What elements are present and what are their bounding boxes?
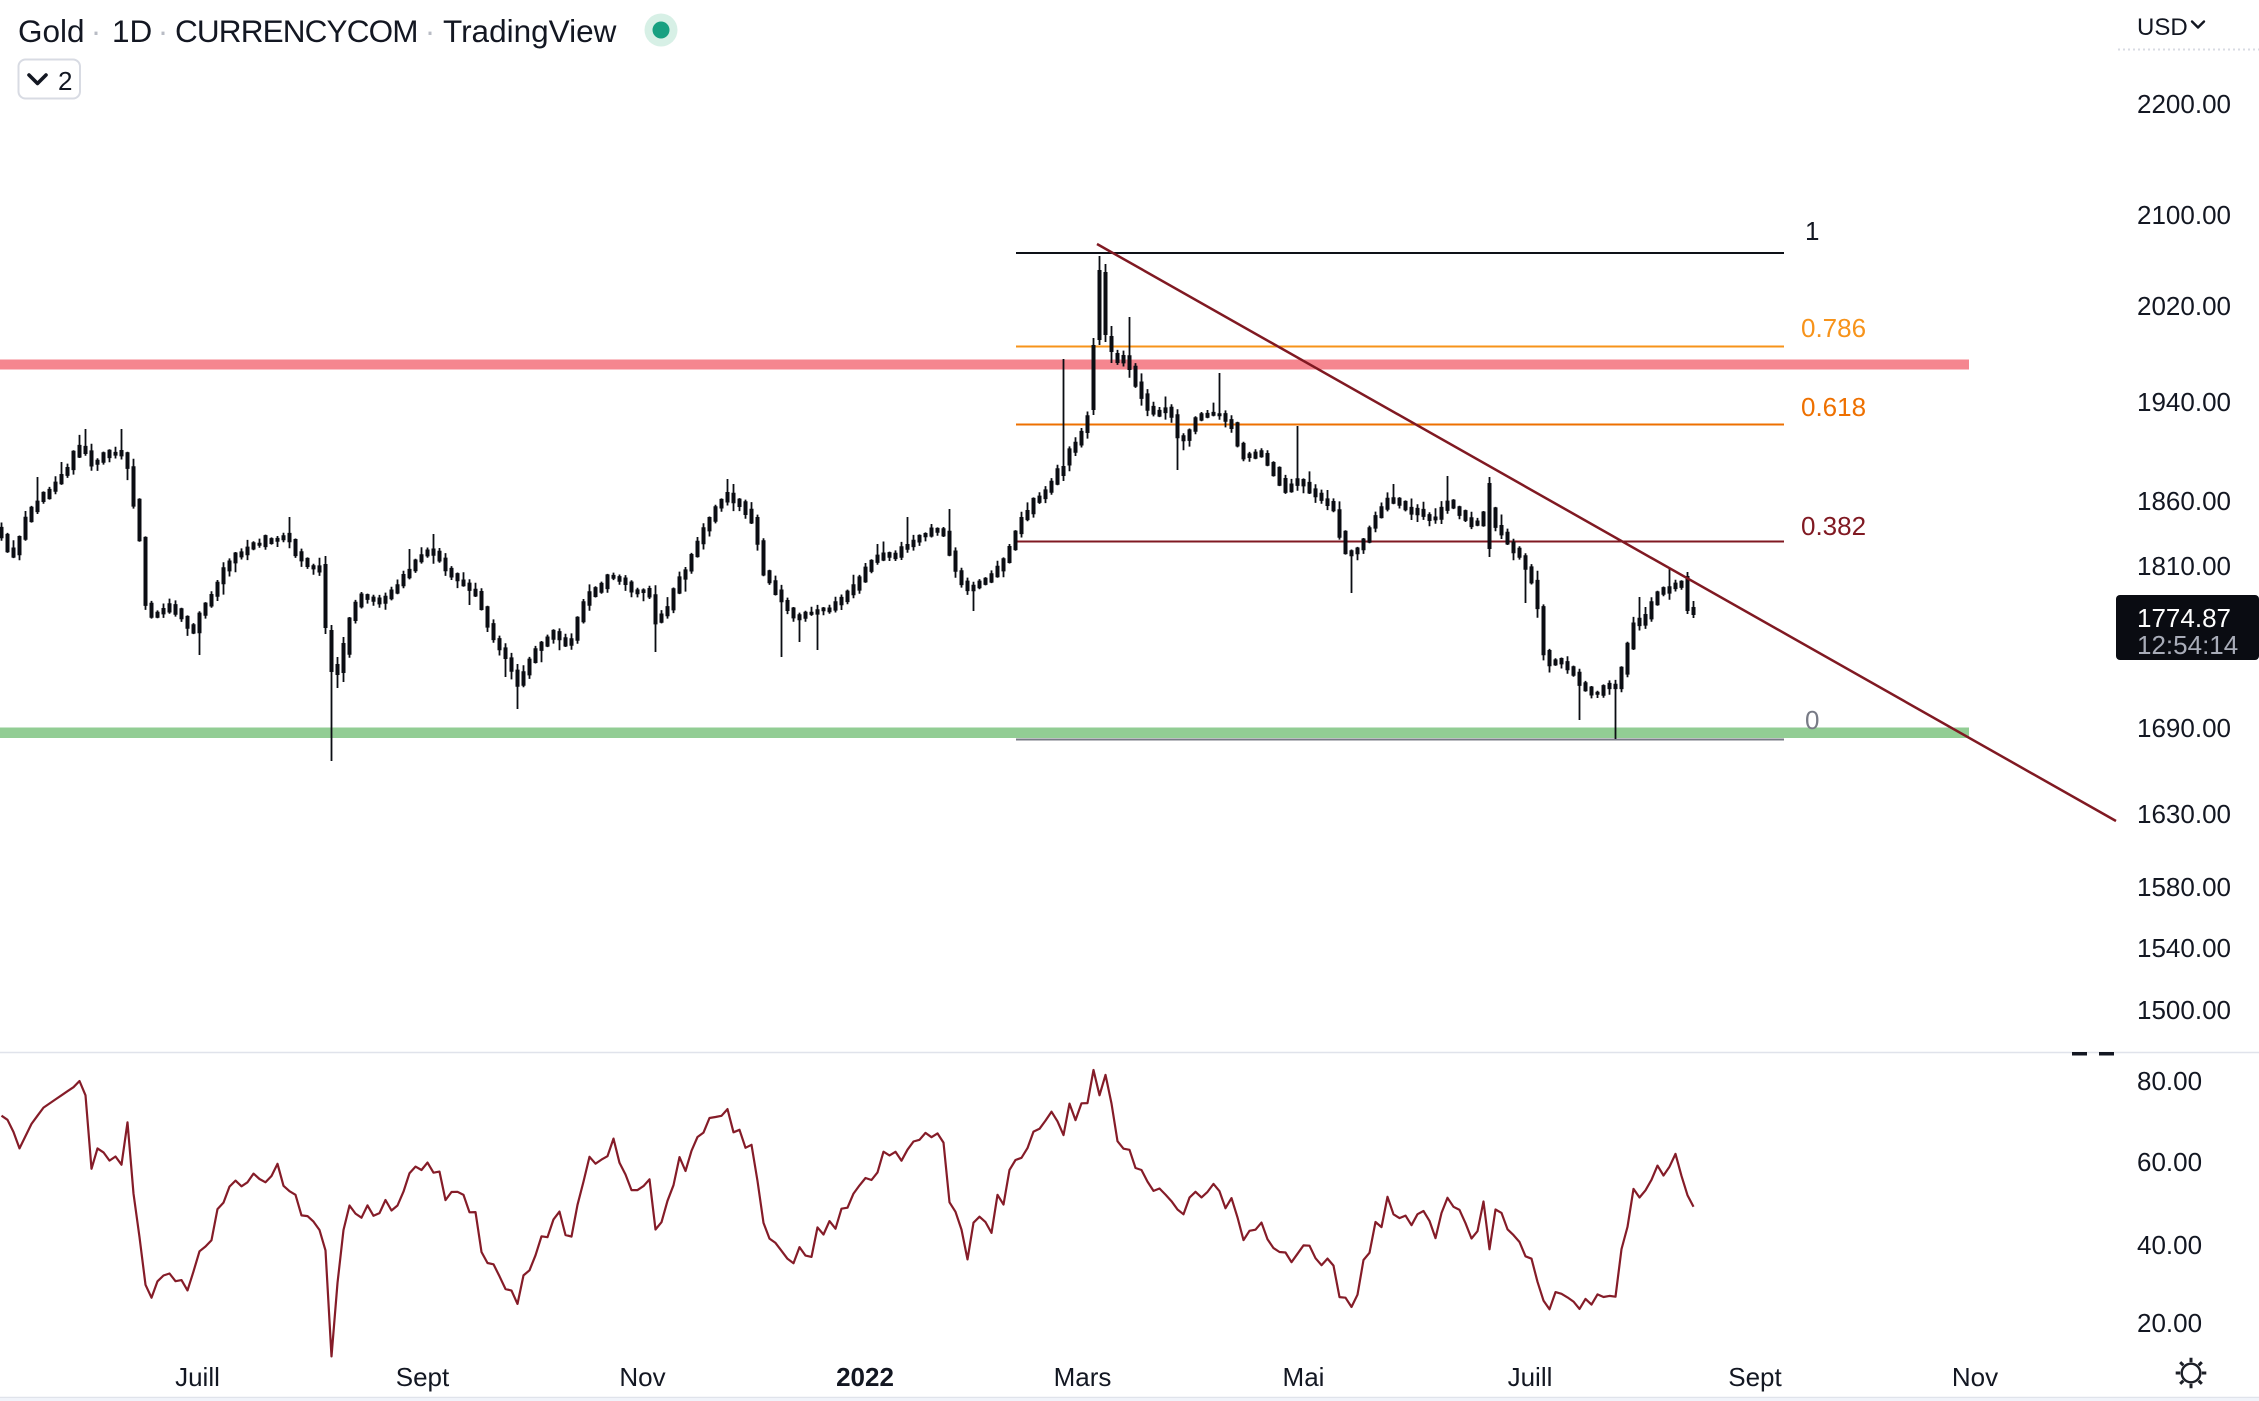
svg-text:2100.00: 2100.00	[2137, 200, 2231, 230]
svg-text:·: ·	[425, 13, 436, 49]
svg-text:Juill: Juill	[1508, 1362, 1553, 1392]
svg-text:2020.00: 2020.00	[2137, 291, 2231, 321]
svg-text:Mai: Mai	[1283, 1362, 1325, 1392]
svg-text:2: 2	[58, 66, 72, 96]
svg-text:Nov: Nov	[619, 1362, 665, 1392]
svg-text:1690.00: 1690.00	[2137, 713, 2231, 743]
svg-text:Mars: Mars	[1054, 1362, 1112, 1392]
svg-text:CURRENCYCOM: CURRENCYCOM	[175, 13, 418, 49]
svg-text:1810.00: 1810.00	[2137, 551, 2231, 581]
svg-text:·: ·	[91, 13, 102, 49]
svg-text:1774.87: 1774.87	[2137, 603, 2231, 633]
svg-text:60.00: 60.00	[2137, 1147, 2202, 1177]
svg-text:2200.00: 2200.00	[2137, 89, 2231, 119]
svg-text:0.786: 0.786	[1801, 313, 1866, 343]
svg-text:·: ·	[158, 13, 169, 49]
svg-text:1D: 1D	[112, 13, 152, 49]
svg-text:20.00: 20.00	[2137, 1308, 2202, 1338]
svg-text:40.00: 40.00	[2137, 1230, 2202, 1260]
svg-text:1630.00: 1630.00	[2137, 799, 2231, 829]
svg-text:0.382: 0.382	[1801, 511, 1866, 541]
svg-text:1940.00: 1940.00	[2137, 387, 2231, 417]
svg-text:Gold: Gold	[18, 13, 85, 49]
svg-text:Sept: Sept	[1728, 1362, 1782, 1392]
svg-text:Sept: Sept	[396, 1362, 450, 1392]
svg-text:2022: 2022	[836, 1362, 894, 1392]
svg-text:80.00: 80.00	[2137, 1066, 2202, 1096]
svg-text:1500.00: 1500.00	[2137, 995, 2231, 1025]
svg-text:Juill: Juill	[175, 1362, 220, 1392]
svg-text:USD: USD	[2137, 14, 2188, 41]
svg-text:1860.00: 1860.00	[2137, 486, 2231, 516]
svg-text:1580.00: 1580.00	[2137, 872, 2231, 902]
svg-text:1540.00: 1540.00	[2137, 933, 2231, 963]
svg-text:1: 1	[1805, 216, 1819, 246]
svg-text:12:54:14: 12:54:14	[2137, 630, 2238, 660]
svg-text:TradingView: TradingView	[443, 13, 617, 49]
svg-text:Nov: Nov	[1952, 1362, 1998, 1392]
svg-text:0.618: 0.618	[1801, 392, 1866, 422]
svg-text:0: 0	[1805, 705, 1819, 735]
